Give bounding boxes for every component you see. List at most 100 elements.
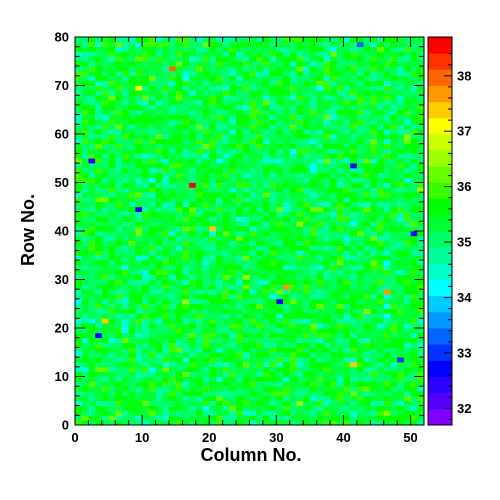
- heatmap-cell: [256, 318, 264, 324]
- heatmap-cell: [142, 75, 150, 81]
- heatmap-cell: [236, 298, 244, 305]
- heatmap-cell: [283, 308, 291, 314]
- heatmap-cell: [336, 245, 344, 251]
- heatmap-cell: [236, 129, 244, 135]
- heatmap-cell: [283, 177, 291, 183]
- heatmap-cell: [101, 80, 109, 86]
- heatmap-cell: [363, 400, 371, 406]
- heatmap-cell: [289, 109, 297, 115]
- heatmap-cell: [148, 245, 156, 251]
- heatmap-cell: [363, 158, 371, 164]
- heatmap-cell: [81, 352, 89, 358]
- heatmap-cell: [182, 124, 190, 130]
- heatmap-cell: [128, 226, 136, 232]
- heatmap-cell: [75, 85, 83, 91]
- heatmap-cell: [269, 264, 277, 271]
- heatmap-cell: [249, 371, 257, 377]
- heatmap-cell: [142, 100, 150, 106]
- heatmap-cell: [142, 255, 150, 261]
- heatmap-cell: [148, 197, 156, 203]
- heatmap-cell: [383, 347, 391, 353]
- heatmap-cell: [417, 172, 425, 178]
- heatmap-cell: [289, 308, 297, 314]
- heatmap-cell: [209, 104, 217, 111]
- heatmap-cell: [182, 415, 190, 421]
- heatmap-cell: [262, 420, 270, 426]
- heatmap-cell: [182, 284, 190, 290]
- heatmap-cell: [155, 70, 163, 77]
- heatmap-cell: [215, 75, 223, 81]
- heatmap-cell: [75, 410, 83, 416]
- heatmap-cell: [148, 114, 156, 120]
- heatmap-cell: [256, 274, 264, 280]
- heatmap-cell: [316, 158, 324, 164]
- heatmap-cell: [229, 386, 237, 392]
- heatmap-cell: [195, 303, 203, 309]
- heatmap-cell: [377, 114, 385, 120]
- heatmap-cell: [142, 124, 150, 130]
- heatmap-cell: [75, 245, 83, 251]
- heatmap-cell: [316, 226, 324, 232]
- heatmap-cell: [283, 134, 291, 140]
- heatmap-cell: [323, 66, 331, 72]
- heatmap-cell: [363, 420, 371, 426]
- y-tick-label: 20: [55, 321, 69, 336]
- heatmap-cell: [256, 308, 264, 314]
- heatmap-cell: [75, 46, 83, 52]
- heatmap-cell: [236, 56, 244, 62]
- heatmap-cell: [108, 284, 116, 290]
- heatmap-cell: [229, 240, 237, 246]
- heatmap-cell: [410, 216, 418, 222]
- heatmap-cell: [108, 371, 116, 377]
- heatmap-cell: [262, 284, 270, 290]
- heatmap-cell: [229, 260, 237, 266]
- heatmap-cell: [417, 66, 425, 72]
- heatmap-cell: [202, 56, 210, 62]
- heatmap-cell: [269, 337, 277, 343]
- heatmap-cell: [276, 250, 284, 256]
- heatmap-cell: [242, 95, 250, 101]
- heatmap-cell: [417, 51, 425, 57]
- heatmap-cell: [330, 381, 338, 387]
- heatmap-cell: [81, 138, 89, 145]
- heatmap-cell: [296, 114, 304, 120]
- heatmap-cell: [316, 342, 324, 348]
- heatmap-cell: [209, 177, 217, 183]
- heatmap-cell: [330, 61, 338, 67]
- heatmap-cell: [236, 182, 244, 188]
- heatmap-cell: [370, 197, 378, 203]
- heatmap-cell: [350, 134, 358, 140]
- heatmap-cell: [195, 395, 203, 402]
- heatmap-cell: [296, 143, 304, 149]
- heatmap-cell: [215, 318, 223, 324]
- heatmap-cell: [222, 279, 230, 285]
- heatmap-cell: [75, 216, 83, 222]
- heatmap-cell: [377, 371, 385, 377]
- heatmap-cell: [121, 395, 130, 402]
- heatmap-cell: [256, 405, 264, 411]
- heatmap-cell: [336, 85, 344, 91]
- heatmap-cell: [148, 66, 156, 72]
- heatmap-cell: [148, 75, 156, 81]
- heatmap-cell: [377, 308, 385, 314]
- heatmap-cell: [289, 41, 297, 48]
- heatmap-cell: [215, 269, 223, 275]
- heatmap-cell: [363, 129, 371, 135]
- heatmap-cell: [101, 192, 109, 198]
- heatmap-cell: [249, 352, 257, 358]
- heatmap-cell: [256, 85, 264, 91]
- heatmap-cell: [383, 187, 391, 193]
- heatmap-cell: [303, 395, 311, 402]
- heatmap-cell: [101, 148, 109, 154]
- heatmap-cell: [108, 41, 116, 48]
- heatmap-cell: [88, 41, 96, 48]
- heatmap-cell: [115, 269, 123, 275]
- heatmap-cell: [256, 279, 264, 285]
- heatmap-cell: [397, 361, 405, 368]
- heatmap-cell: [363, 391, 371, 397]
- heatmap-cell: [202, 41, 210, 48]
- heatmap-cell: [215, 255, 223, 261]
- heatmap-cell: [202, 269, 210, 275]
- heatmap-cell: [162, 211, 170, 217]
- heatmap-cell: [121, 366, 130, 372]
